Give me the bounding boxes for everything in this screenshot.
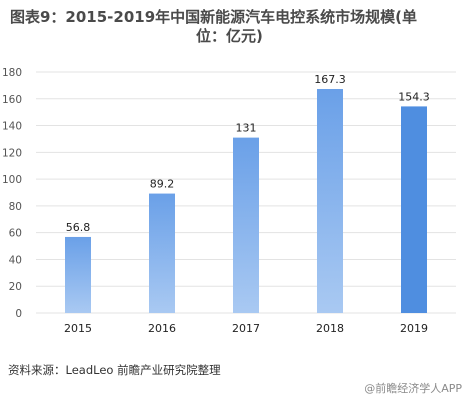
y-tick-label: 140 [2, 121, 22, 133]
x-tick-label: 2018 [316, 322, 344, 335]
brand-watermark: @前瞻经济学人APP [364, 382, 462, 395]
bar-value-label: 89.2 [150, 178, 175, 191]
bar [65, 236, 91, 313]
y-tick-label: 80 [9, 201, 22, 213]
y-tick-label: 100 [2, 174, 22, 186]
y-tick-label: 120 [2, 147, 22, 159]
y-tick-label: 40 [9, 254, 22, 266]
y-tick-label: 180 [2, 67, 22, 79]
x-tick-label: 2019 [400, 322, 428, 335]
bar-value-label: 56.8 [66, 221, 91, 234]
bar [317, 89, 343, 313]
chart-title-line1: 图表9：2015-2019年中国新能源汽车电控系统市场规模(单 [10, 8, 418, 26]
chart-title: 图表9：2015-2019年中国新能源汽车电控系统市场规模(单 位：亿元) [10, 8, 455, 46]
y-tick-label: 0 [15, 308, 22, 320]
source-note: 资料来源：LeadLeo 前瞻产业研究院整理 [8, 363, 221, 377]
x-tick-label: 2017 [232, 322, 260, 335]
bar [401, 106, 427, 313]
bar-value-label: 154.3 [398, 90, 430, 103]
chart-title-line2: 位：亿元) [196, 27, 263, 45]
x-tick-label: 2016 [148, 322, 176, 335]
bar [233, 137, 259, 313]
y-tick-label: 20 [9, 281, 22, 293]
x-tick-label: 2015 [64, 322, 92, 335]
bar [149, 193, 175, 313]
y-tick-label: 60 [9, 228, 22, 240]
bar-value-label: 131 [236, 122, 257, 135]
y-tick-label: 160 [2, 94, 22, 106]
bar-value-label: 167.3 [314, 73, 346, 86]
